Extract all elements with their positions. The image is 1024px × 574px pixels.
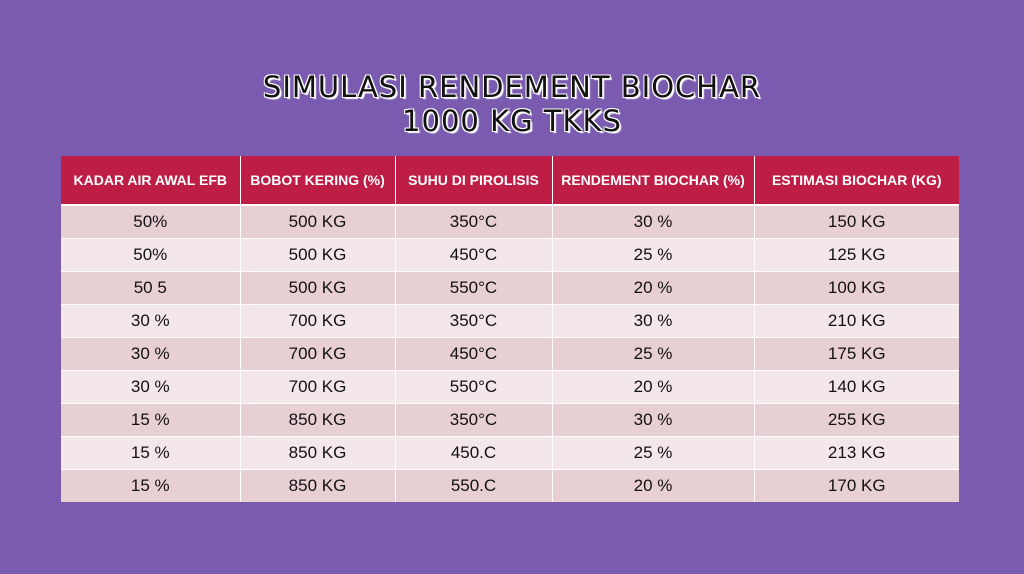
- cell-estimasi: 210 KG: [753, 304, 959, 338]
- cell-rendement: 30 %: [551, 403, 754, 437]
- cell-kadar-air: 30 %: [61, 370, 240, 404]
- cell-suhu: 450°C: [394, 337, 552, 371]
- table-row: 30 % 700 KG 350°C 30 % 210 KG: [61, 304, 959, 338]
- cell-estimasi: 140 KG: [753, 370, 959, 404]
- cell-suhu: 550.C: [394, 469, 552, 502]
- cell-bobot-kering: 500 KG: [239, 238, 395, 272]
- cell-rendement: 30 %: [551, 304, 754, 338]
- header-kadar-air: KADAR AIR AWAL EFB: [61, 156, 240, 206]
- cell-bobot-kering: 850 KG: [239, 436, 395, 470]
- cell-estimasi: 170 KG: [753, 469, 959, 502]
- title-line-2: 1000 KG TKKS: [402, 104, 622, 138]
- cell-rendement: 25 %: [551, 337, 754, 371]
- cell-rendement: 20 %: [551, 370, 754, 404]
- cell-bobot-kering: 850 KG: [239, 403, 395, 437]
- cell-bobot-kering: 700 KG: [239, 337, 395, 371]
- cell-kadar-air: 30 %: [61, 304, 240, 338]
- cell-estimasi: 213 KG: [753, 436, 959, 470]
- header-suhu: SUHU DI PIROLISIS: [394, 156, 552, 206]
- cell-rendement: 20 %: [551, 469, 754, 502]
- cell-suhu: 450.C: [394, 436, 552, 470]
- table-row: 30 % 700 KG 450°C 25 % 175 KG: [61, 337, 959, 371]
- cell-kadar-air: 15 %: [61, 469, 240, 502]
- cell-estimasi: 255 KG: [753, 403, 959, 437]
- cell-estimasi: 100 KG: [753, 271, 959, 305]
- simulation-table: KADAR AIR AWAL EFB BOBOT KERING (%) SUHU…: [61, 156, 959, 502]
- title-line-1: SIMULASI RENDEMENT BIOCHAR: [262, 70, 762, 104]
- cell-kadar-air: 50%: [61, 204, 240, 239]
- cell-estimasi: 150 KG: [753, 204, 959, 239]
- cell-kadar-air: 50 5: [61, 271, 240, 305]
- cell-suhu: 350°C: [394, 204, 552, 239]
- cell-bobot-kering: 700 KG: [239, 370, 395, 404]
- cell-estimasi: 175 KG: [753, 337, 959, 371]
- table-row: 50% 500 KG 350°C 30 % 150 KG: [61, 204, 959, 239]
- table-header-row: KADAR AIR AWAL EFB BOBOT KERING (%) SUHU…: [61, 156, 959, 206]
- table-row: 50 5 500 KG 550°C 20 % 100 KG: [61, 271, 959, 305]
- cell-suhu: 450°C: [394, 238, 552, 272]
- header-estimasi: ESTIMASI BIOCHAR (KG): [753, 156, 959, 206]
- cell-rendement: 25 %: [551, 436, 754, 470]
- cell-kadar-air: 50%: [61, 238, 240, 272]
- cell-suhu: 550°C: [394, 271, 552, 305]
- table-row: 15 % 850 KG 350°C 30 % 255 KG: [61, 403, 959, 437]
- cell-kadar-air: 15 %: [61, 436, 240, 470]
- cell-suhu: 350°C: [394, 304, 552, 338]
- cell-estimasi: 125 KG: [753, 238, 959, 272]
- slide-title: SIMULASI RENDEMENT BIOCHAR 1000 KG TKKS: [0, 70, 1024, 138]
- cell-rendement: 25 %: [551, 238, 754, 272]
- cell-rendement: 30 %: [551, 204, 754, 239]
- cell-bobot-kering: 500 KG: [239, 204, 395, 239]
- cell-bobot-kering: 700 KG: [239, 304, 395, 338]
- cell-kadar-air: 30 %: [61, 337, 240, 371]
- table-row: 15 % 850 KG 450.C 25 % 213 KG: [61, 436, 959, 470]
- header-rendement: RENDEMENT BIOCHAR (%): [551, 156, 754, 206]
- cell-bobot-kering: 850 KG: [239, 469, 395, 502]
- cell-suhu: 350°C: [394, 403, 552, 437]
- header-bobot-kering: BOBOT KERING (%): [239, 156, 395, 206]
- cell-bobot-kering: 500 KG: [239, 271, 395, 305]
- table-row: 50% 500 KG 450°C 25 % 125 KG: [61, 238, 959, 272]
- cell-kadar-air: 15 %: [61, 403, 240, 437]
- table-row: 30 % 700 KG 550°C 20 % 140 KG: [61, 370, 959, 404]
- cell-rendement: 20 %: [551, 271, 754, 305]
- cell-suhu: 550°C: [394, 370, 552, 404]
- table-row: 15 % 850 KG 550.C 20 % 170 KG: [61, 469, 959, 502]
